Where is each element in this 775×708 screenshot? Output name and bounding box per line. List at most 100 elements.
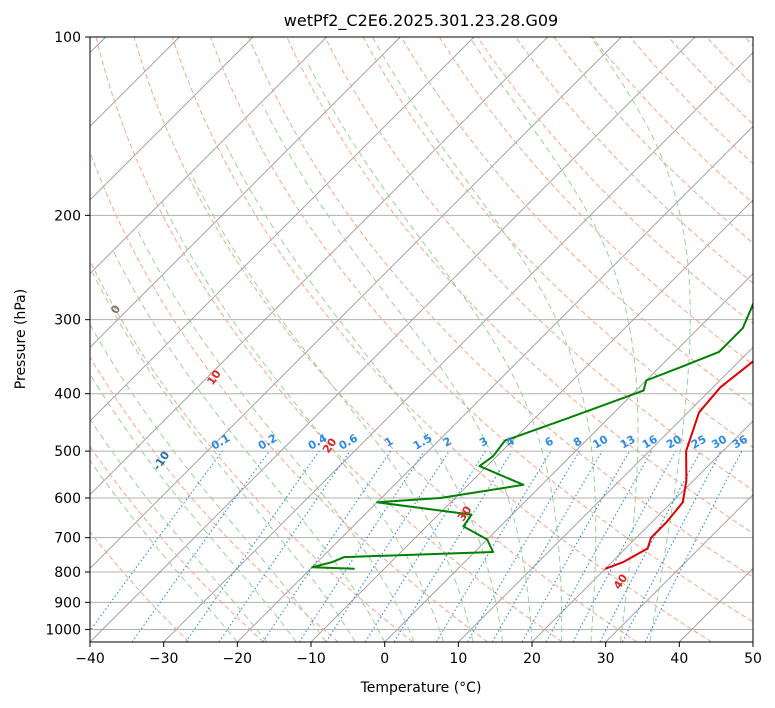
x-tick-label: −30 (149, 651, 179, 667)
dry-adiabat-line (706, 37, 753, 86)
dry-adiabat-line (286, 37, 753, 534)
y-tick-label: 100 (54, 30, 81, 46)
moist-adiabat-line (135, 227, 415, 642)
dry-adiabat-line (744, 37, 753, 47)
y-tick-label: 300 (54, 313, 81, 329)
dry-adiabat-line (133, 37, 638, 642)
isotherm-line (458, 346, 753, 642)
y-tick-label: 200 (54, 208, 81, 224)
mixing-ratio-label: 0.1 (209, 432, 232, 453)
x-tick-label: 20 (523, 651, 541, 667)
temperature-profile-line (604, 360, 753, 570)
dry-adiabat-line (248, 37, 753, 578)
y-tick-label: 400 (54, 387, 81, 403)
isotherm-line (531, 420, 753, 642)
mixing-ratio-label: 8 (571, 435, 584, 450)
mixing-ratio-line (364, 450, 486, 642)
moist-adiabat-line (90, 418, 268, 642)
x-tick-label: −20 (223, 651, 253, 667)
isotherm-line (679, 567, 753, 642)
isotherm-line (752, 641, 753, 642)
x-axis-title: Temperature (°C) (360, 680, 482, 696)
dry-adiabat-label: -30 (0, 375, 7, 399)
dry-adiabat-line (90, 356, 339, 642)
isotherm-line (90, 37, 327, 275)
isotherm-line (384, 273, 753, 642)
x-tick-label: 10 (449, 651, 467, 667)
mixing-ratio-label: 1.5 (411, 432, 434, 453)
y-tick-label: 1000 (45, 622, 81, 638)
y-tick-label: 900 (54, 595, 81, 611)
dry-adiabat-line (362, 37, 753, 449)
mixing-ratio-line (521, 450, 630, 642)
y-tick-label: 800 (54, 565, 81, 581)
dry-adiabat-line (324, 37, 753, 491)
mixing-ratio-label: 36 (730, 432, 750, 451)
mixing-ratio-line (435, 450, 552, 642)
mixing-ratio-label: 10 (590, 432, 610, 451)
mixing-ratio-line (467, 450, 580, 642)
moist-adiabat-line (161, 201, 445, 642)
mixing-ratio-line (545, 450, 653, 642)
isotherm-line (90, 37, 696, 642)
dry-adiabat-line (591, 37, 753, 204)
dry-adiabat-label: 10 (204, 367, 224, 387)
dry-adiabat-line (95, 37, 563, 642)
chart-title: wetPf2_C2E6.2025.301.23.28.G09 (284, 11, 558, 31)
dry-adiabat-line (90, 259, 414, 642)
isotherm-line (605, 494, 753, 642)
mixing-ratio-label: 1 (382, 435, 395, 450)
isotherm-line (90, 37, 401, 348)
moist-adiabat-line (90, 459, 238, 642)
isotherm-line (90, 37, 548, 496)
moist-adiabat-line (90, 373, 297, 642)
x-tick-label: −10 (296, 651, 326, 667)
plot-frame (89, 36, 754, 643)
mixing-ratio-line (572, 450, 677, 642)
dry-adiabat-line (668, 37, 753, 125)
moist-adiabat-line (112, 251, 386, 642)
moist-adiabat-line (190, 173, 474, 642)
moist-adiabat-line (92, 272, 356, 642)
y-axis-title: Pressure (hPa) (13, 289, 29, 389)
mixing-ratio-line (131, 450, 270, 642)
mixing-ratio-line (218, 450, 351, 642)
dry-adiabat-line (553, 37, 753, 244)
mixing-ratio-label: 6 (543, 434, 556, 449)
isotherm-line (163, 52, 753, 642)
moist-adiabat-line (261, 104, 533, 642)
isotherm-line (90, 37, 254, 201)
x-tick-label: 30 (597, 651, 615, 667)
mixing-ratio-line (491, 450, 603, 642)
dry-adiabat-label: -10 (150, 449, 172, 473)
dry-adiabat-line (400, 37, 753, 407)
dry-adiabat-line (90, 150, 488, 642)
dry-adiabat-line (171, 37, 712, 642)
isotherm-line (310, 199, 753, 642)
moist-adiabat-line (90, 323, 327, 642)
dewpoint-profile-line (311, 301, 753, 570)
x-tick-label: −40 (75, 651, 105, 667)
moist-adiabat-line (223, 141, 503, 642)
dry-adiabat-line (90, 445, 264, 642)
dry-adiabat-label: -20 (64, 412, 86, 436)
isotherm-line (237, 125, 753, 642)
dry-adiabat-line (438, 37, 753, 366)
mixing-ratio-line (325, 450, 450, 642)
mixing-ratio-label: 20 (664, 432, 684, 451)
mixing-ratio-line (185, 450, 320, 642)
dry-adiabat-label: 0 (108, 302, 123, 316)
x-tick-label: 40 (670, 651, 688, 667)
moist-adiabat-line (469, 37, 639, 642)
mixing-ratio-line (262, 450, 392, 642)
mixing-ratio-label: 13 (618, 433, 638, 452)
mixing-ratio-label: 16 (640, 432, 660, 451)
y-tick-label: 500 (54, 444, 81, 460)
mixing-ratio-line (621, 450, 722, 642)
moist-adiabat-line (590, 37, 691, 642)
y-tick-label: 700 (54, 531, 81, 547)
x-tick-label: 50 (744, 651, 762, 667)
dry-adiabat-line (90, 531, 190, 642)
mixing-ratio-line (393, 450, 513, 642)
